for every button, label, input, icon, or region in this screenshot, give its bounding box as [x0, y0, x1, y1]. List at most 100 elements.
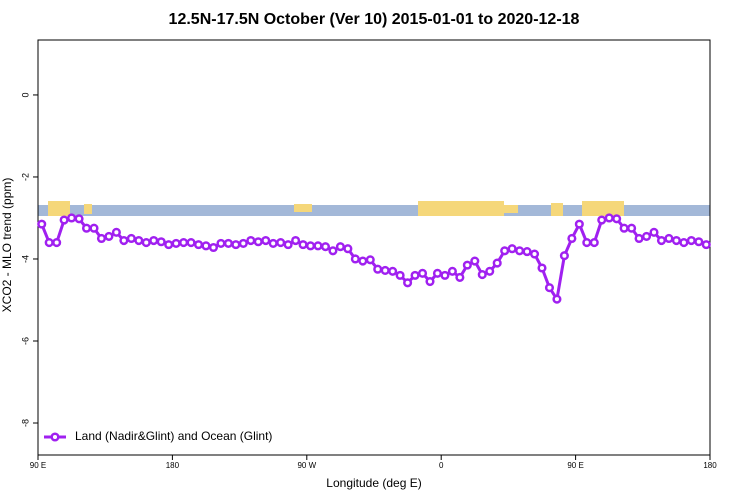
point [619, 223, 629, 233]
point [171, 238, 181, 248]
point [201, 241, 211, 251]
point [597, 215, 607, 225]
point [291, 235, 301, 246]
x-tick-label: 0 [439, 461, 444, 470]
point [253, 237, 263, 247]
x-axis-label: Longitude (deg E) [326, 476, 421, 490]
x-tick-label: 180 [703, 461, 717, 470]
y-tick-label: 0 [20, 92, 30, 97]
point [544, 283, 555, 293]
point [358, 256, 368, 266]
point [186, 238, 196, 248]
y-tick-label: -2 [20, 173, 30, 181]
point [208, 242, 219, 253]
point [500, 246, 510, 256]
y-tick-label: -6 [20, 337, 30, 345]
point [470, 256, 480, 266]
point [388, 266, 398, 276]
chart-title: 12.5N-17.5N October (Ver 10) 2015-01-01 … [169, 11, 580, 28]
point [380, 265, 390, 276]
point [320, 242, 331, 252]
point [283, 240, 293, 250]
point [522, 247, 532, 257]
point [328, 246, 338, 256]
point [634, 233, 644, 244]
point [447, 266, 457, 276]
point [515, 246, 525, 256]
point [96, 233, 107, 244]
point [529, 249, 540, 259]
point [664, 233, 674, 244]
plot-frame [37, 39, 711, 456]
point [44, 238, 54, 248]
point [343, 244, 353, 254]
y-tick-label: -8 [20, 419, 30, 427]
point [298, 240, 308, 250]
x-tick-label: 90 E [567, 461, 583, 470]
point [134, 235, 144, 246]
point [67, 213, 77, 223]
point [104, 231, 114, 241]
point [574, 219, 584, 229]
point [417, 268, 428, 278]
point [373, 264, 383, 274]
point [365, 255, 375, 265]
point [59, 215, 69, 225]
point [455, 272, 465, 282]
point [305, 241, 316, 251]
point [582, 238, 592, 248]
point [52, 238, 62, 248]
point [238, 238, 248, 248]
x-tick-label: 90 W [297, 461, 316, 470]
point [141, 238, 151, 248]
point [156, 237, 166, 247]
point [537, 263, 547, 273]
point [686, 235, 696, 246]
y-axis-label: XCO2 - MLO trend (ppm) [0, 178, 14, 313]
point [81, 223, 92, 233]
point [403, 278, 413, 288]
point [604, 213, 614, 223]
point [89, 223, 99, 233]
point [313, 241, 323, 251]
point [649, 227, 659, 237]
point [679, 238, 689, 248]
legend-marker [50, 432, 60, 442]
point [111, 227, 121, 237]
point [567, 233, 577, 244]
point [223, 238, 233, 248]
point [559, 251, 569, 261]
point [492, 258, 502, 268]
point [126, 233, 136, 244]
point [694, 237, 704, 247]
point [395, 270, 405, 280]
point [432, 268, 443, 278]
point [507, 244, 517, 254]
point [589, 238, 599, 248]
point [641, 231, 652, 241]
point [552, 294, 562, 304]
point [193, 240, 204, 250]
point [268, 238, 278, 248]
point [671, 235, 681, 246]
point [612, 214, 622, 224]
point [656, 235, 667, 246]
point [477, 270, 487, 280]
point [37, 219, 47, 229]
point [164, 240, 174, 250]
point [179, 238, 189, 248]
point [246, 235, 256, 246]
point [462, 260, 472, 270]
point [440, 270, 450, 280]
point [410, 270, 420, 280]
x-tick-label: 90 E [30, 461, 46, 470]
point [74, 214, 84, 224]
point [261, 235, 271, 246]
point [276, 238, 286, 248]
point [119, 235, 129, 246]
point [149, 235, 159, 246]
point [627, 223, 637, 233]
y-tick-label: -4 [20, 255, 30, 263]
land-ocean-strip [38, 201, 710, 216]
